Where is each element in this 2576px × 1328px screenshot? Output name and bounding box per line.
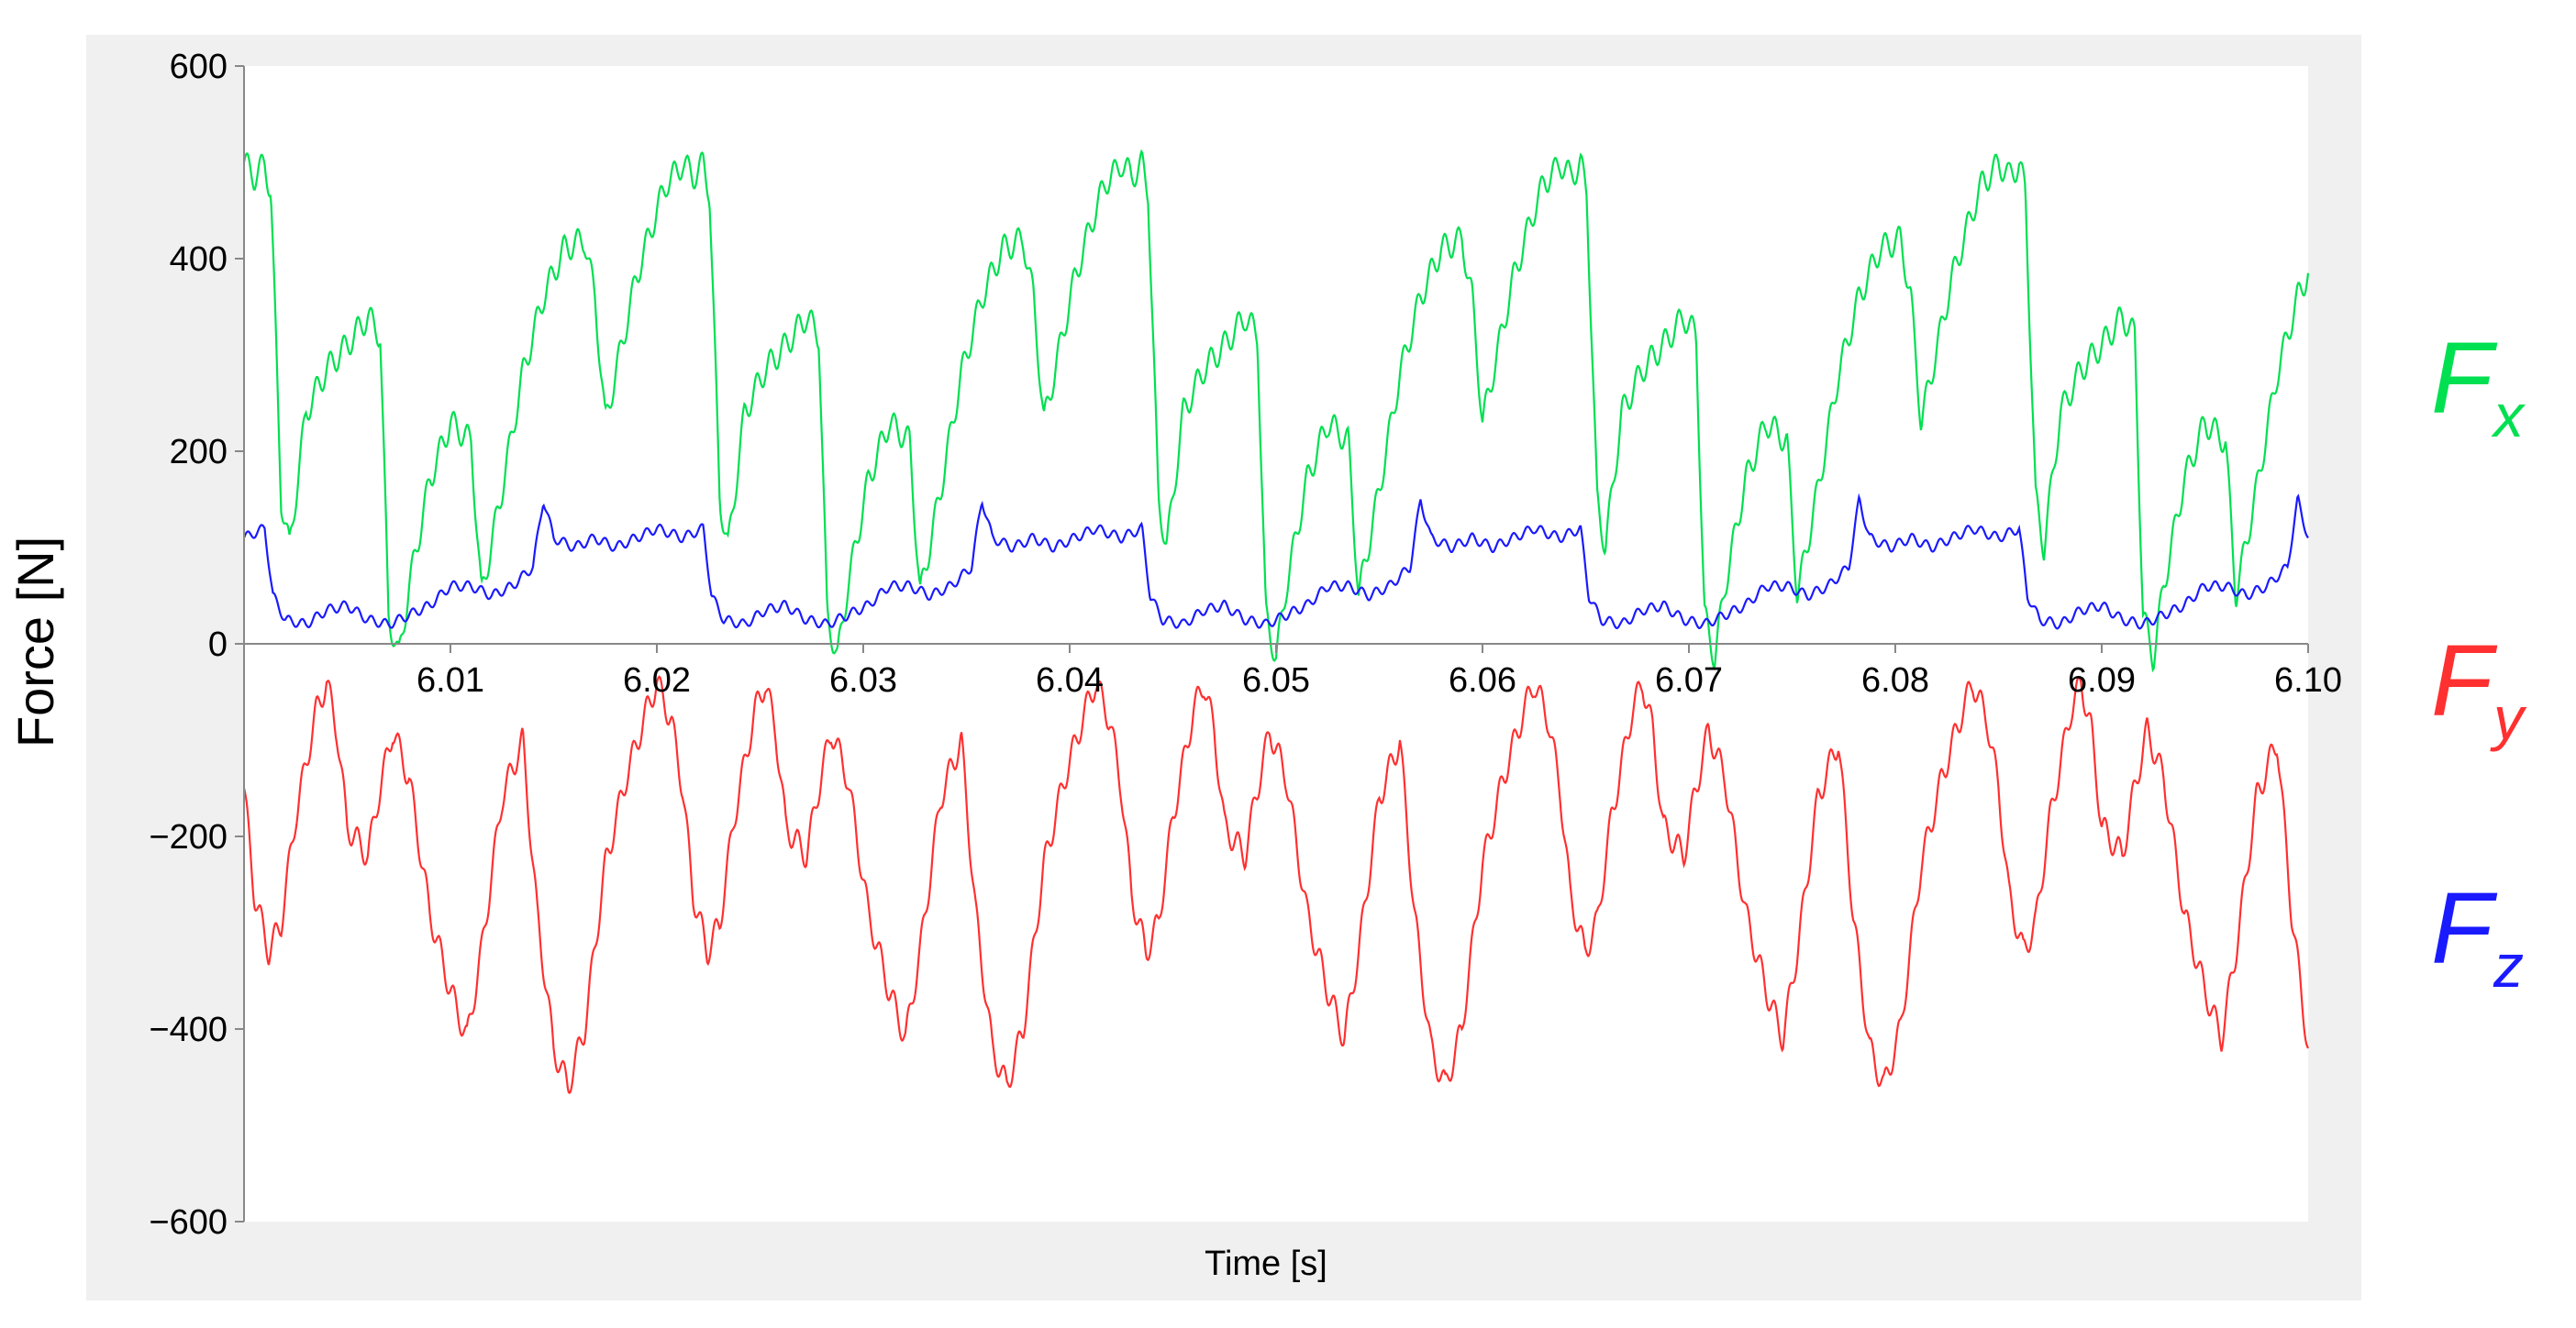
y-tick-label: 200	[170, 433, 228, 471]
legend-label-fx: F	[2431, 322, 2498, 435]
x-axis-title: Time [s]	[1205, 1245, 1327, 1283]
series-layer	[242, 149, 2310, 1095]
x-tick-label: 6.04	[1036, 661, 1104, 700]
x-tick-label: 6.06	[1449, 661, 1516, 700]
y-tick-label: −200	[149, 818, 228, 857]
legend-subscript-fx: x	[2491, 382, 2526, 449]
x-tick-label: 6.05	[1242, 661, 1310, 700]
legend-subscript-fz: z	[2493, 932, 2524, 1000]
y-axis-title: Force [N]	[6, 537, 64, 747]
legend-subscript-fy: y	[2490, 684, 2527, 752]
ticks-layer: 6.01 6.02 6.03 6.04 6.05 6.06 6.07 6.08 6.09 6.10…	[149, 48, 2342, 1242]
y-tick-label: 400	[170, 240, 228, 279]
x-tick-label: 6.01	[416, 661, 484, 700]
y-tick-label: −600	[149, 1203, 228, 1242]
y-tick-label: 0	[208, 625, 228, 664]
series-line-fy	[242, 675, 2309, 1095]
legend-label-fz: F	[2431, 872, 2498, 985]
x-tick-label: 6.03	[829, 661, 897, 700]
legend-label-fy: F	[2431, 625, 2498, 737]
series-line-fx	[242, 149, 2310, 673]
y-tick-label: −400	[149, 1011, 228, 1049]
series-line-fz	[242, 492, 2309, 630]
x-tick-label: 6.02	[623, 661, 691, 700]
x-tick-label: 6.07	[1655, 661, 1723, 700]
y-tick-label: 600	[170, 48, 228, 86]
x-tick-label: 6.08	[1861, 661, 1929, 700]
x-tick-label: 6.09	[2068, 661, 2136, 700]
x-tick-label: 6.10	[2274, 661, 2342, 700]
